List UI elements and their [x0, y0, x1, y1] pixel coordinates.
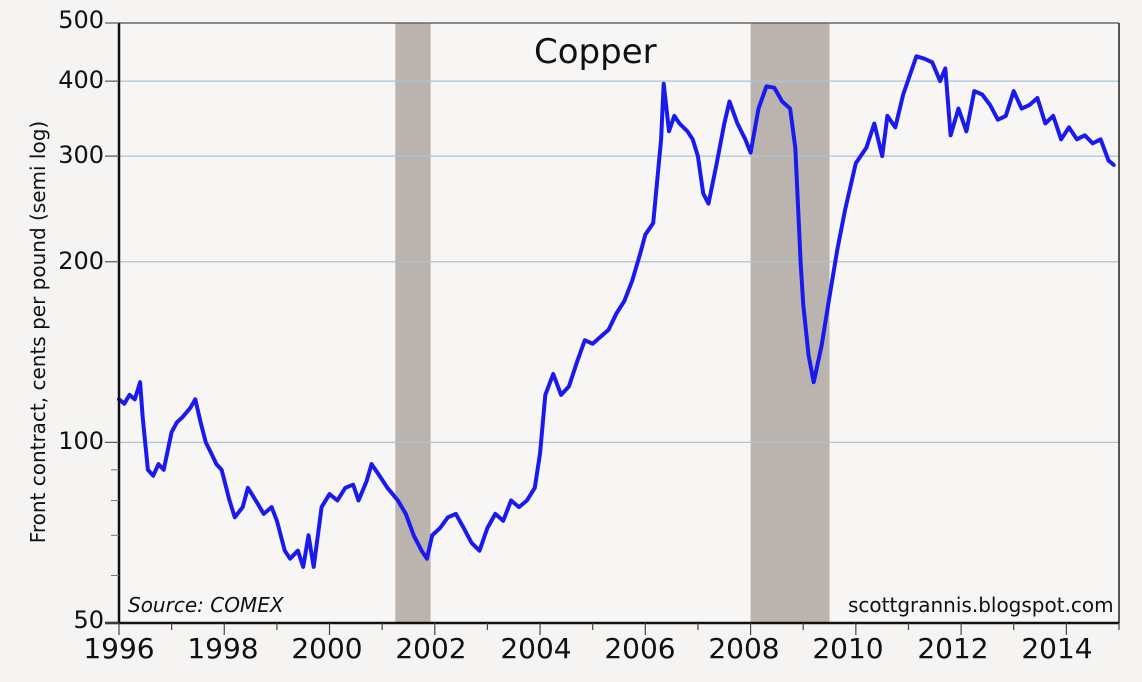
y-tick-label-50: 50 — [73, 606, 104, 634]
chart-title: Copper — [534, 32, 657, 72]
x-tick-label-1998: 1998 — [187, 632, 259, 665]
source-annotation: Source: COMEX — [128, 593, 284, 617]
x-tick-label-2006: 2006 — [604, 632, 676, 665]
gridlines — [119, 80, 1119, 443]
x-tick-label-2012: 2012 — [917, 632, 989, 665]
y-tick-label-100: 100 — [58, 427, 104, 455]
x-tick-label-1996: 1996 — [83, 632, 155, 665]
x-tick-label-2014: 2014 — [1021, 632, 1093, 665]
copper-price-line — [117, 54, 1116, 569]
y-axis-ticks — [105, 22, 119, 624]
recession-band — [395, 23, 431, 623]
plot-frame — [105, 22, 1120, 625]
y-axis-label: Front contract, cents per pound (semi lo… — [26, 120, 50, 544]
y-tick-label-200: 200 — [58, 247, 104, 275]
recession-shading — [395, 23, 830, 623]
x-tick-label-2010: 2010 — [812, 632, 884, 665]
x-tick-label-2000: 2000 — [291, 632, 363, 665]
y-tick-label-300: 300 — [58, 141, 104, 169]
y-tick-label-500: 500 — [58, 6, 104, 34]
x-tick-label-2004: 2004 — [500, 632, 572, 665]
x-tick-label-2008: 2008 — [708, 632, 780, 665]
y-tick-label-400: 400 — [58, 66, 104, 94]
x-axis-ticks — [118, 623, 1120, 635]
credit-annotation: scottgrannis.blogspot.com — [848, 593, 1114, 617]
x-tick-label-2002: 2002 — [395, 632, 467, 665]
